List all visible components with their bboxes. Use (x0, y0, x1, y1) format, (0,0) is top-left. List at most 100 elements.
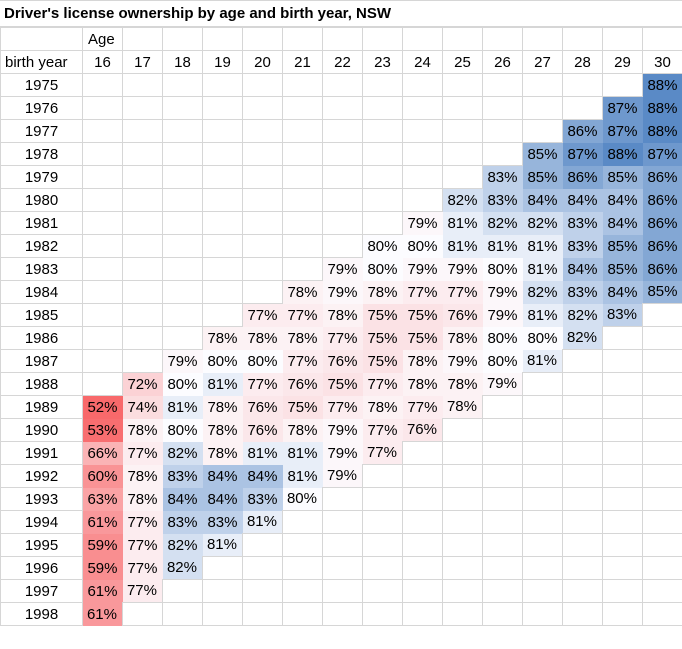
heatmap-cell: 81% (482, 234, 523, 258)
empty-cell (562, 96, 603, 120)
heatmap-cell: 78% (442, 395, 483, 419)
birth-year-label: 1980 (0, 188, 83, 212)
empty-cell (642, 349, 682, 373)
heatmap-row: 1984 78% 79% 78% 77% 77% 79% 82% 83% 84% 85% (0, 280, 682, 304)
empty-cell (202, 188, 243, 212)
empty-cell (362, 487, 403, 511)
heatmap-cell: 79% (162, 349, 203, 373)
empty-cell (642, 579, 682, 603)
heatmap-cell: 79% (322, 464, 363, 488)
empty-cell (242, 257, 283, 281)
heatmap-cell: 79% (482, 372, 523, 396)
heatmap-row: 1986 78% 78% 78% 77% 75% 75% 78% 80% 80% 82% (0, 326, 682, 350)
empty-cell (522, 556, 563, 580)
heatmap-cell: 77% (322, 395, 363, 419)
birth-year-label: 1992 (0, 464, 83, 488)
empty-cell (242, 73, 283, 97)
empty-cell (242, 96, 283, 120)
empty-cell (442, 602, 483, 626)
heatmap-cell: 77% (242, 372, 283, 396)
empty-cell (322, 533, 363, 557)
heatmap-row: 1985 77% 77% 78% 75% 75% 76% 79% 81% 82% 83% (0, 303, 682, 327)
heatmap-cell: 79% (322, 257, 363, 281)
empty-cell (642, 556, 682, 580)
heatmap-row: 1976 87% 88% (0, 96, 682, 120)
empty-cell (322, 142, 363, 166)
empty-cell (362, 142, 403, 166)
empty-cell (242, 188, 283, 212)
empty-cell (122, 349, 163, 373)
empty-cell (482, 533, 523, 557)
heatmap-cell: 76% (322, 349, 363, 373)
empty-cell (82, 234, 123, 258)
age-column-header: 20 (242, 50, 283, 74)
heatmap-cell: 80% (482, 326, 523, 350)
heatmap-cell: 77% (322, 326, 363, 350)
heatmap-row: 1998 61% (0, 602, 682, 626)
age-column-header: 23 (362, 50, 403, 74)
empty-cell (562, 349, 603, 373)
heatmap-cell: 84% (162, 487, 203, 511)
birth-year-label: 1975 (0, 73, 83, 97)
age-column-header: 29 (602, 50, 643, 74)
empty-cell (602, 556, 643, 580)
heatmap-row: 1992 60% 78% 83% 84% 84% 81% 79% (0, 464, 682, 488)
heatmap-cell: 85% (522, 165, 563, 189)
heatmap-row: 1981 79% 81% 82% 82% 83% 84% 86% (0, 211, 682, 235)
empty-cell (642, 533, 682, 557)
heatmap-cell: 78% (122, 418, 163, 442)
empty-cell (522, 441, 563, 465)
empty-cell (522, 119, 563, 143)
heatmap-cell: 81% (522, 257, 563, 281)
heatmap-row: 1993 63% 78% 84% 84% 83% 80% (0, 487, 682, 511)
heatmap-cell: 74% (122, 395, 163, 419)
heatmap-cell: 83% (602, 303, 643, 327)
birth-year-label: 1976 (0, 96, 83, 120)
heatmap-cell: 79% (482, 280, 523, 304)
empty-cell (602, 395, 643, 419)
age-column-header: 25 (442, 50, 483, 74)
empty-cell (442, 533, 483, 557)
empty-cell (562, 556, 603, 580)
empty-cell (362, 579, 403, 603)
empty-cell (442, 418, 483, 442)
empty-cell (82, 349, 123, 373)
heatmap-cell: 75% (402, 303, 443, 327)
heatmap-cell: 84% (602, 280, 643, 304)
heatmap-cell: 79% (442, 349, 483, 373)
empty-cell (482, 119, 523, 143)
empty-cell (642, 487, 682, 511)
heatmap-cell: 83% (482, 188, 523, 212)
empty-cell (602, 27, 643, 51)
heatmap-cell: 82% (482, 211, 523, 235)
heatmap-cell: 79% (442, 257, 483, 281)
empty-cell (482, 96, 523, 120)
heatmap-cell: 87% (602, 119, 643, 143)
heatmap-cell: 81% (162, 395, 203, 419)
heatmap-cell: 81% (442, 211, 483, 235)
empty-cell (122, 234, 163, 258)
empty-cell (282, 556, 323, 580)
empty-cell (82, 142, 123, 166)
birth-year-label: 1986 (0, 326, 83, 350)
heatmap-cell: 78% (122, 487, 163, 511)
heatmap-cell: 81% (202, 372, 243, 396)
empty-cell (362, 602, 403, 626)
age-axis-label: Age (82, 27, 123, 51)
heatmap-row: 1990 53% 78% 80% 78% 76% 78% 79% 77% 76% (0, 418, 682, 442)
empty-cell (162, 234, 203, 258)
empty-cell (242, 119, 283, 143)
empty-cell (82, 211, 123, 235)
age-column-header: 28 (562, 50, 603, 74)
empty-cell (602, 418, 643, 442)
empty-cell (202, 303, 243, 327)
empty-cell (242, 211, 283, 235)
heatmap-cell: 81% (282, 464, 323, 488)
empty-cell (362, 165, 403, 189)
empty-cell (562, 533, 603, 557)
empty-cell (442, 464, 483, 488)
heatmap-cell: 83% (162, 464, 203, 488)
heatmap-cell: 81% (522, 234, 563, 258)
empty-cell (482, 579, 523, 603)
empty-cell (202, 211, 243, 235)
